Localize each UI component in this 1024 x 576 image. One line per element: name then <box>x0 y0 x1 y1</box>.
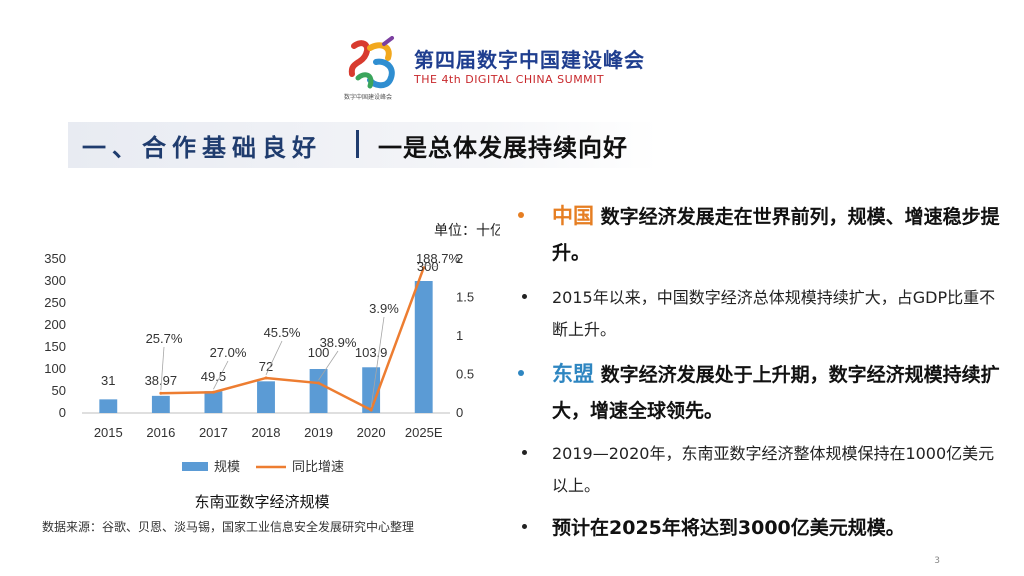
x-tick-label: 2020 <box>357 425 386 440</box>
bullet-dot-icon <box>518 370 524 376</box>
bullet-china: 中国 数字经济发展走在世界前列，规模、增速稳步提升。 <box>518 198 1008 274</box>
growth-leader-line <box>213 360 229 390</box>
growth-point-2018 <box>264 376 268 380</box>
bar-2017 <box>204 391 223 413</box>
growth-leader-line <box>370 316 385 408</box>
x-tick-label: 2025E <box>405 425 443 440</box>
y-left-tick-label: 150 <box>44 339 66 354</box>
y-left-tick-label: 50 <box>52 383 66 398</box>
bullet-dot-icon <box>518 212 524 218</box>
y-right-tick-label: 2 <box>456 251 463 266</box>
y-right-tick-label: 1.5 <box>456 290 474 305</box>
chart-title: 东南亚数字经济规模 <box>194 494 329 511</box>
x-tick-label: 2017 <box>199 425 228 440</box>
header-bar <box>68 122 658 168</box>
bar-value-label: 49.5 <box>201 369 226 384</box>
bullet-text: 2019—2020年，东南亚数字经济整体规模保持在1000亿美元以上。 <box>552 444 995 495</box>
x-tick-label: 2015 <box>94 425 123 440</box>
growth-point-2016 <box>159 391 163 395</box>
bullet-asean-detail: 2019—2020年，东南亚数字经济整体规模保持在1000亿美元以上。 <box>518 438 1008 502</box>
y-left-tick-label: 300 <box>44 273 66 288</box>
y-right-tick-label: 1 <box>456 328 463 343</box>
bar-2018 <box>257 381 275 413</box>
summit-title-en: THE 4th DIGITAL CHINA SUMMIT <box>414 73 605 86</box>
growth-value-label: 3.9% <box>369 301 399 316</box>
x-tick-label: 2018 <box>252 425 281 440</box>
x-tick-label: 2016 <box>146 425 175 440</box>
bar-2016 <box>151 395 170 413</box>
highlight-asean: 东盟 <box>552 362 594 386</box>
bullet-text: 数字经济发展走在世界前列，规模、增速稳步提升。 <box>552 206 1000 264</box>
growth-value-label: 38.9% <box>320 335 357 350</box>
growth-leader-line <box>423 264 439 268</box>
summit-logo-icon <box>348 36 395 89</box>
bullet-dot-icon <box>522 450 527 455</box>
bar-value-label: 300 <box>417 259 439 274</box>
growth-point-2017 <box>211 390 215 394</box>
bar-2025E <box>414 281 433 413</box>
growth-line <box>160 267 425 412</box>
growth-value-label: 25.7% <box>146 331 183 346</box>
bullet-china-detail: 2015年以来，中国数字经济总体规模持续扩大，占GDP比重不断上升。 <box>518 282 1008 346</box>
y-right-tick-label: 0.5 <box>456 367 474 382</box>
y-left-tick-label: 0 <box>59 405 66 420</box>
chart-unit-label: 单位：十亿美 <box>434 222 500 238</box>
growth-leader-line <box>265 340 283 376</box>
growth-point-2020 <box>369 408 373 412</box>
legend-line-label: 同比增速 <box>292 459 344 474</box>
slide-subtitle: 一是总体发展持续向好 <box>378 134 628 162</box>
bullet-text: 2015年以来，中国数字经济总体规模持续扩大，占GDP比重不断上升。 <box>552 288 996 339</box>
logo-mark-text: 数字中国建设峰会 <box>344 94 393 101</box>
y-right-tick-label: 0 <box>456 405 463 420</box>
growth-value-label: 27.0% <box>210 345 247 360</box>
bullet-dot-icon <box>522 524 527 529</box>
growth-leader-line <box>318 350 339 381</box>
sea-digital-economy-chart: 单位：十亿美 0 50 100 150 200 250 300 350 0 0.5 1 1.5 2 2015… <box>44 222 500 511</box>
growth-point-2025E <box>422 266 426 270</box>
bar-value-label: 38.97 <box>145 373 178 388</box>
y-left-tick-label: 350 <box>44 251 66 266</box>
y-left-tick-label: 250 <box>44 295 66 310</box>
growth-point-2019 <box>317 381 321 385</box>
legend-bar-swatch <box>182 462 208 471</box>
growth-value-label: 45.5% <box>264 325 301 340</box>
bar-value-label: 103.9 <box>355 345 388 360</box>
data-source: 数据来源：谷歌、贝恩、淡马锡，国家工业信息安全发展研究中心整理 <box>42 520 415 534</box>
bar-2020 <box>362 367 381 413</box>
page-number: 3 <box>934 556 940 566</box>
bullet-asean: 东盟 数字经济发展处于上升期，数字经济规模持续扩大，增速全球领先。 <box>518 356 1008 432</box>
growth-leader-line <box>160 346 165 391</box>
y-left-tick-label: 200 <box>44 317 66 332</box>
bar-2019 <box>309 369 328 413</box>
bullet-forecast: 预计在2025年将达到3000亿美元规模。 <box>518 510 1008 546</box>
x-tick-label: 2019 <box>304 425 333 440</box>
legend-bar-label: 规模 <box>214 459 240 474</box>
bar-2015 <box>99 399 118 413</box>
bar-value-label: 72 <box>259 359 273 374</box>
bullet-text: 数字经济发展处于上升期，数字经济规模持续扩大，增速全球领先。 <box>552 364 1000 422</box>
y-left-tick-label: 100 <box>44 361 66 376</box>
bar-value-label: 31 <box>101 373 115 388</box>
header-separator <box>356 130 359 158</box>
summit-title-cn: 第四届数字中国建设峰会 <box>414 48 645 72</box>
bar-value-label: 100 <box>308 345 330 360</box>
growth-value-label: 188.7% <box>416 251 461 266</box>
bullet-dot-icon <box>522 294 527 299</box>
highlight-china: 中国 <box>552 204 594 228</box>
bullet-text: 预计在2025年将达到3000亿美元规模。 <box>552 517 905 539</box>
section-title: 一、合作基础良好 <box>82 134 322 162</box>
